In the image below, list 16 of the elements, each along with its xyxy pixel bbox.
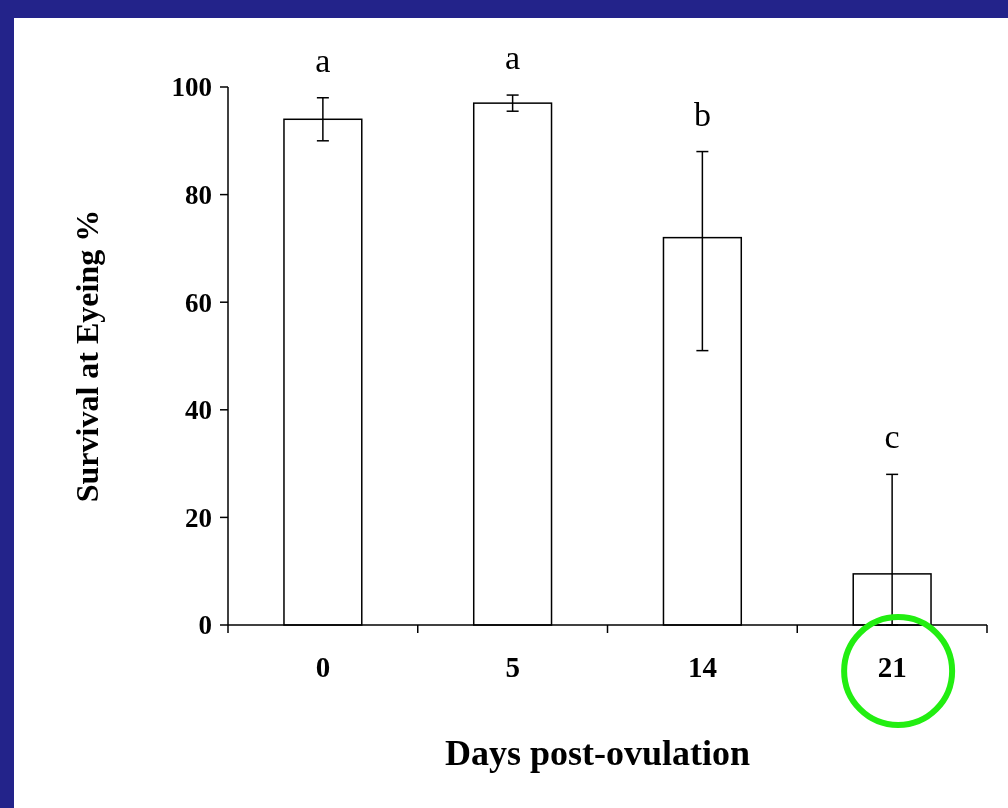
x-tick-label: 14: [687, 651, 717, 683]
y-axis-title: Survival at Eyeing %: [69, 209, 105, 503]
annotation: c: [884, 418, 900, 456]
x-tick-label: 21: [877, 651, 907, 683]
y-tick-label: 0: [198, 610, 212, 641]
y-tick-label: 40: [185, 395, 212, 426]
annotation: a: [315, 41, 331, 79]
x-tick-label: 5: [505, 651, 520, 683]
annotation: b: [693, 95, 711, 133]
x-axis-title: Days post-ovulation: [444, 733, 751, 773]
annotation: a: [505, 39, 521, 77]
x-tick-label: 0: [315, 651, 331, 683]
y-tick-label: 100: [171, 72, 212, 103]
y-tick-label: 80: [185, 180, 212, 211]
y-tick-label: 20: [185, 502, 212, 533]
y-tick-label: 60: [185, 287, 212, 318]
